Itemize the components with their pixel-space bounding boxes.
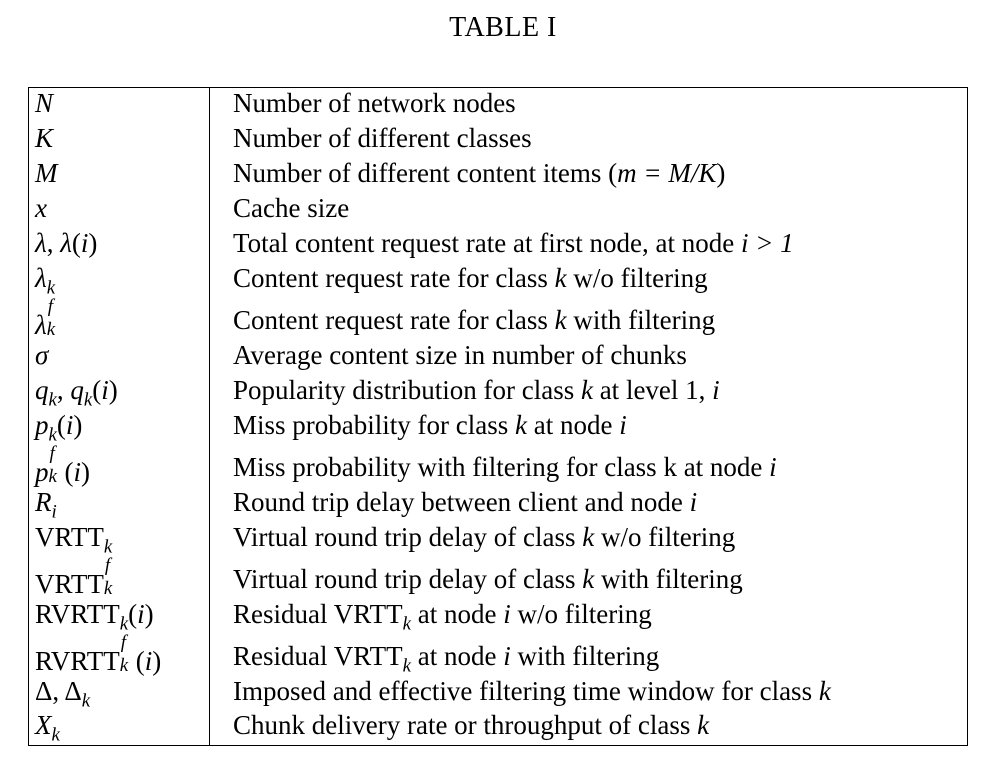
description-cell: Number of network nodes	[233, 88, 516, 118]
symbol-cell: Xk	[35, 710, 60, 746]
column-divider	[209, 87, 210, 746]
symbol-cell: λ, λ(i)	[35, 228, 98, 258]
description-cell: Cache size	[233, 193, 350, 223]
description-cell: Miss probability with filtering for clas…	[233, 452, 777, 482]
symbol-cell: M	[35, 158, 58, 188]
symbol-cell: N	[35, 88, 54, 118]
description-cell: Content request rate for class k with fi…	[233, 305, 716, 335]
symbol-cell: λk	[35, 263, 56, 299]
symbol-cell: K	[35, 123, 54, 153]
description-cell: Residual VRTTk at node i w/o filtering	[233, 599, 652, 635]
description-cell: Total content request rate at first node…	[233, 228, 794, 258]
description-cell: Imposed and effective filtering time win…	[233, 676, 831, 706]
symbol-cell: p f k (i)	[35, 443, 91, 487]
description-cell: Residual VRTTk at node i with filtering	[233, 641, 660, 677]
description-cell: Number of different classes	[233, 123, 532, 153]
description-cell: Average content size in number of chunks	[233, 340, 687, 370]
table-frame	[28, 87, 968, 746]
description-cell: Popularity distribution for class k at l…	[233, 375, 720, 405]
description-cell: Virtual round trip delay of class k w/o …	[233, 522, 736, 552]
symbol-cell: VRTT f k	[35, 555, 113, 599]
symbol-cell: RVRTTk(i)	[35, 599, 154, 635]
description-cell: Round trip delay between client and node…	[233, 487, 698, 517]
symbol-cell: RVRTT f k (i)	[35, 632, 162, 676]
symbol-cell: x	[35, 193, 47, 223]
symbol-cell: VRTTk	[35, 522, 113, 558]
description-cell: Content request rate for class k w/o fil…	[233, 263, 708, 293]
symbol-cell: pk(i)	[35, 410, 83, 446]
symbol-cell: σ	[35, 340, 49, 370]
description-cell: Miss probability for class k at node i	[233, 410, 627, 440]
description-cell: Chunk delivery rate or throughput of cla…	[233, 710, 710, 740]
table-caption: TABLE I	[449, 12, 557, 43]
symbol-cell: Δ, Δk	[35, 676, 91, 712]
symbol-cell: Ri	[35, 487, 57, 523]
description-cell: Number of different content items (m = M…	[233, 158, 726, 188]
symbol-cell: qk, qk(i)	[35, 375, 118, 411]
description-cell: Virtual round trip delay of class k with…	[233, 564, 743, 594]
